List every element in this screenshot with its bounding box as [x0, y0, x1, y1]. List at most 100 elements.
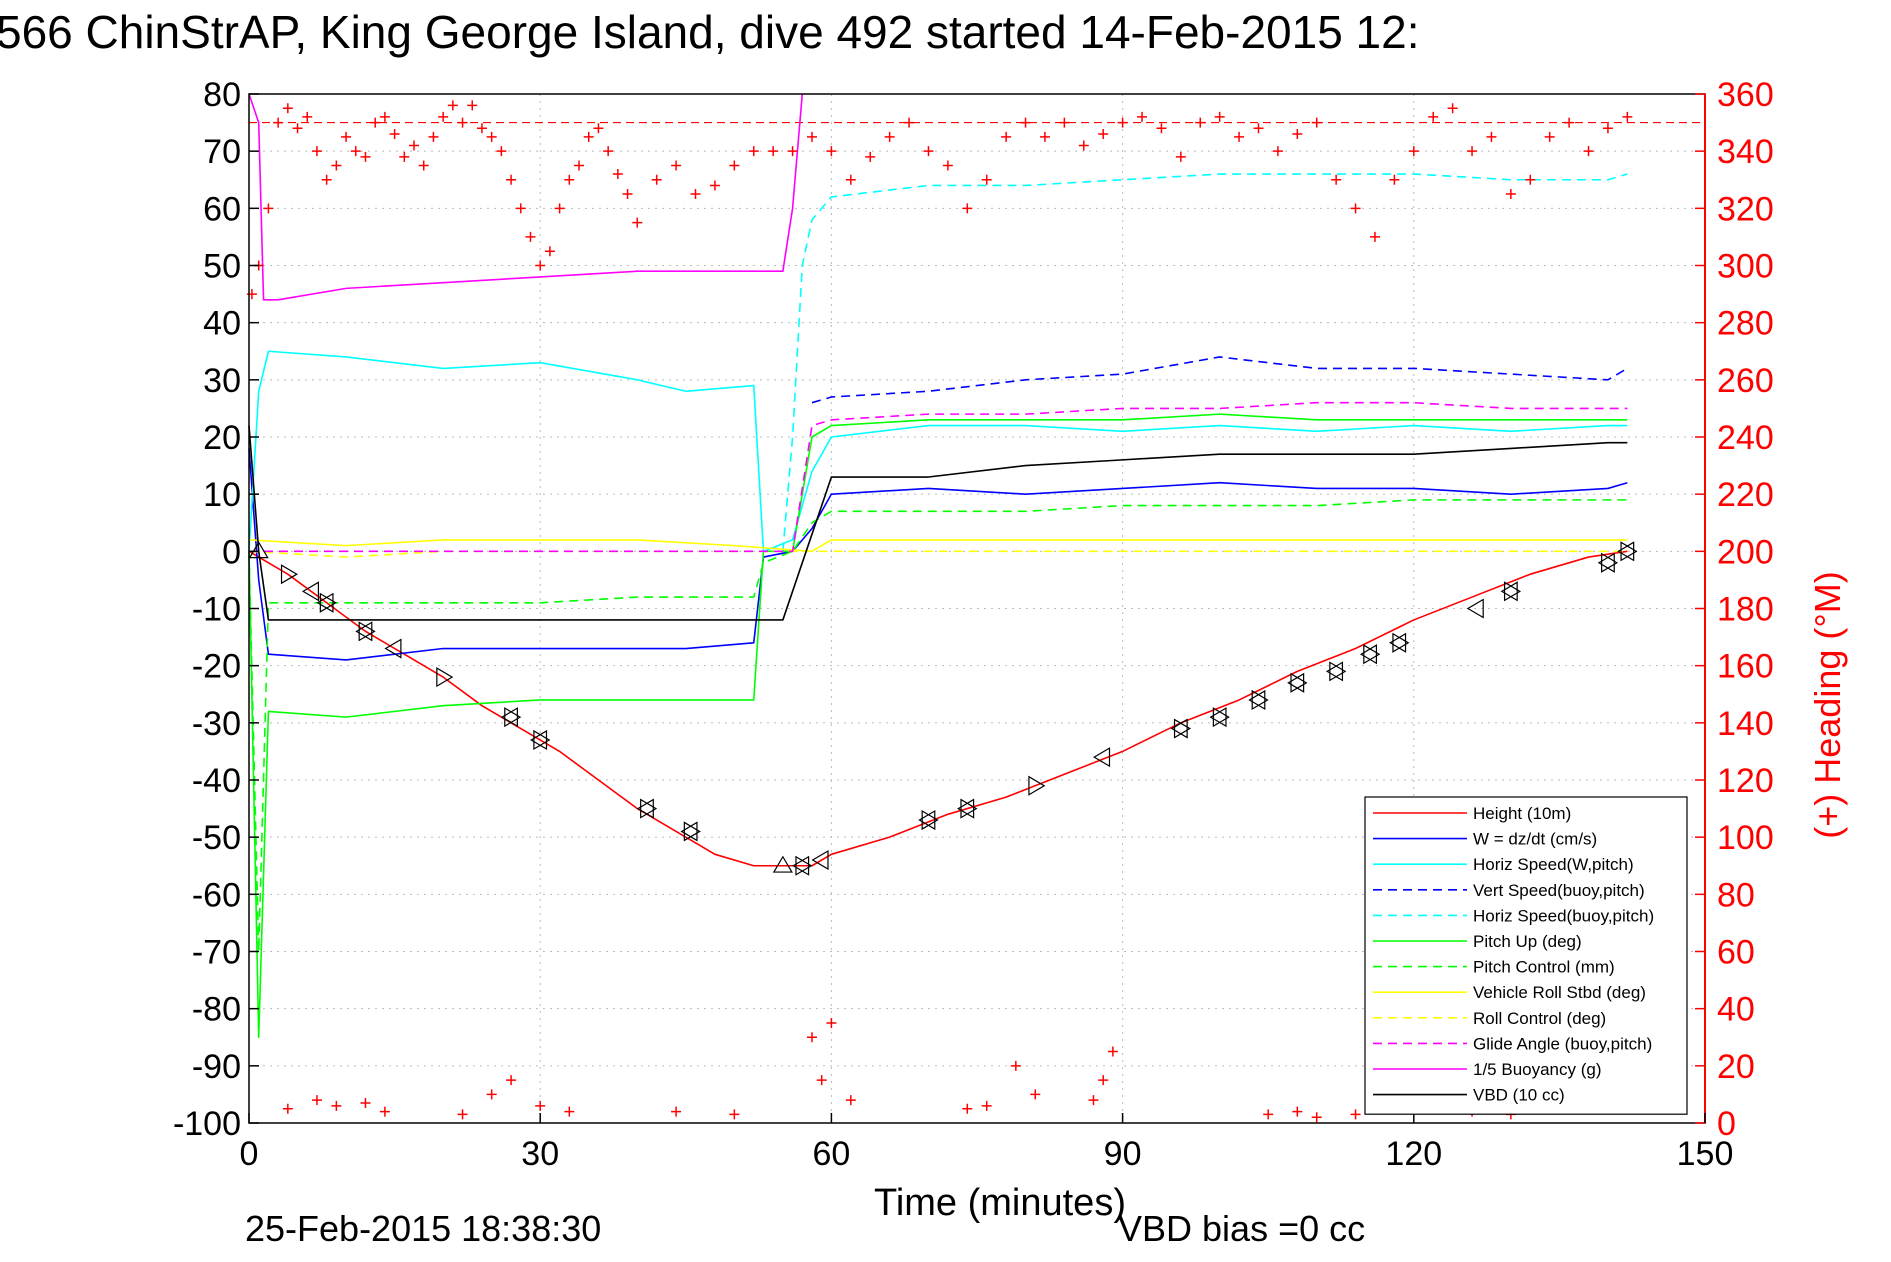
heading-point [942, 160, 953, 171]
y-tick-label: -20 [192, 648, 241, 686]
heading-point [486, 1089, 497, 1100]
x-tick-label: 60 [812, 1135, 850, 1173]
heading-markers [246, 100, 1633, 1123]
depth-marker [795, 855, 813, 876]
heading-point [1622, 111, 1633, 122]
heading-point [311, 146, 322, 157]
heading-point [273, 117, 284, 128]
heading-point [476, 123, 487, 134]
heading-point [583, 131, 594, 142]
depth-marker [280, 564, 299, 585]
y-right-tick-label: 180 [1717, 591, 1774, 629]
y-right-tick-label: 280 [1717, 305, 1774, 343]
heading-point [1001, 131, 1012, 142]
y-tick-label: 40 [203, 305, 241, 343]
y-right-tick-label: 200 [1717, 533, 1774, 571]
y-right-tick-label: 20 [1717, 1048, 1755, 1086]
heading-point [379, 111, 390, 122]
heading-point [1088, 1095, 1099, 1106]
depth-marker [680, 821, 698, 842]
heading-point [1098, 129, 1109, 140]
legend: Height (10m) W = dz/dt (cm/s) Horiz Speed(… [1364, 796, 1688, 1115]
y-tick-label: 50 [203, 248, 241, 286]
y-right-tick-label: 120 [1717, 762, 1774, 800]
heading-point [1175, 151, 1186, 162]
heading-point [389, 129, 400, 140]
depth-marker [533, 729, 551, 751]
heading-point [729, 160, 740, 171]
y-tick-label: 10 [203, 476, 241, 514]
x-tick-label: 30 [521, 1135, 559, 1173]
heading-point [1156, 123, 1167, 134]
y-tick-label: -60 [192, 876, 241, 914]
y-tick-label: -80 [192, 991, 241, 1029]
heading-point [370, 117, 381, 128]
depth-marker [811, 849, 829, 871]
y-right-tick-label: 300 [1717, 248, 1774, 286]
heading-point [506, 174, 517, 185]
depth-marker [1287, 672, 1305, 693]
heading-point [1331, 174, 1342, 185]
heading-point [709, 180, 720, 191]
heading-point [360, 1097, 371, 1108]
y-right-tick-label: 220 [1717, 476, 1774, 514]
heading-point [1234, 131, 1245, 142]
heading-point [1010, 1060, 1021, 1071]
y-tick-label: 60 [203, 190, 241, 228]
heading-point [962, 1103, 973, 1114]
y-right-tick-label: 160 [1717, 648, 1774, 686]
heading-point [651, 174, 662, 185]
heading-point [1039, 131, 1050, 142]
heading-point [496, 146, 507, 157]
heading-point [457, 117, 468, 128]
depth-marker [1173, 718, 1192, 739]
depth-marker [1093, 747, 1111, 768]
heading-point [282, 1103, 293, 1114]
depth-marker [1617, 541, 1635, 562]
legend-box [1364, 796, 1688, 1115]
depth-marker [358, 621, 376, 642]
heading-point [302, 111, 313, 122]
depth-marker [355, 621, 373, 642]
depth-marker [1248, 689, 1266, 711]
heading-point [1486, 131, 1497, 142]
heading-point [350, 146, 361, 157]
y-right-tick-label: 0 [1717, 1105, 1736, 1143]
series-line-9 [249, 401, 1628, 553]
chart-title: 566 ChinStrAP, King George Island, dive … [0, 6, 1420, 58]
legend-label: Horiz Speed(W,pitch) [1473, 855, 1634, 874]
heading-point [1583, 146, 1594, 157]
heading-point [438, 111, 449, 122]
heading-point [923, 146, 934, 157]
y-right-tick-label: 60 [1717, 934, 1755, 972]
depth-marker [248, 541, 269, 559]
heading-point [593, 123, 604, 134]
heading-point [865, 151, 876, 162]
heading-point [331, 1100, 342, 1111]
heading-point [1408, 146, 1419, 157]
heading-point [321, 174, 332, 185]
heading-point [428, 131, 439, 142]
depth-marker [1212, 707, 1230, 728]
heading-point [554, 203, 565, 214]
series-line-0 [248, 550, 1628, 867]
series-line-5 [248, 413, 1628, 1039]
heading-point [515, 203, 526, 214]
series-line-7 [248, 539, 1628, 553]
y-tick-label: 0 [222, 533, 241, 571]
y-tick-label: -100 [173, 1105, 241, 1143]
depth-marker [316, 592, 334, 613]
heading-point [816, 1075, 827, 1086]
y-right-tick-label: 40 [1717, 991, 1755, 1029]
heading-point [1272, 146, 1283, 157]
y-axis-right: 3603403203002802602402202001801601401201… [1695, 76, 1774, 1143]
legend-label: Vert Speed(buoy,pitch) [1473, 881, 1645, 900]
heading-point [1107, 1046, 1118, 1057]
y-tick-label: -90 [192, 1048, 241, 1086]
heading-point [457, 1109, 468, 1120]
heading-point [292, 123, 303, 134]
y-tick-label: -30 [192, 705, 241, 743]
legend-label: Vehicle Roll Stbd (deg) [1473, 983, 1646, 1002]
heading-point [1137, 111, 1148, 122]
legend-label: Pitch Up (deg) [1473, 932, 1582, 951]
